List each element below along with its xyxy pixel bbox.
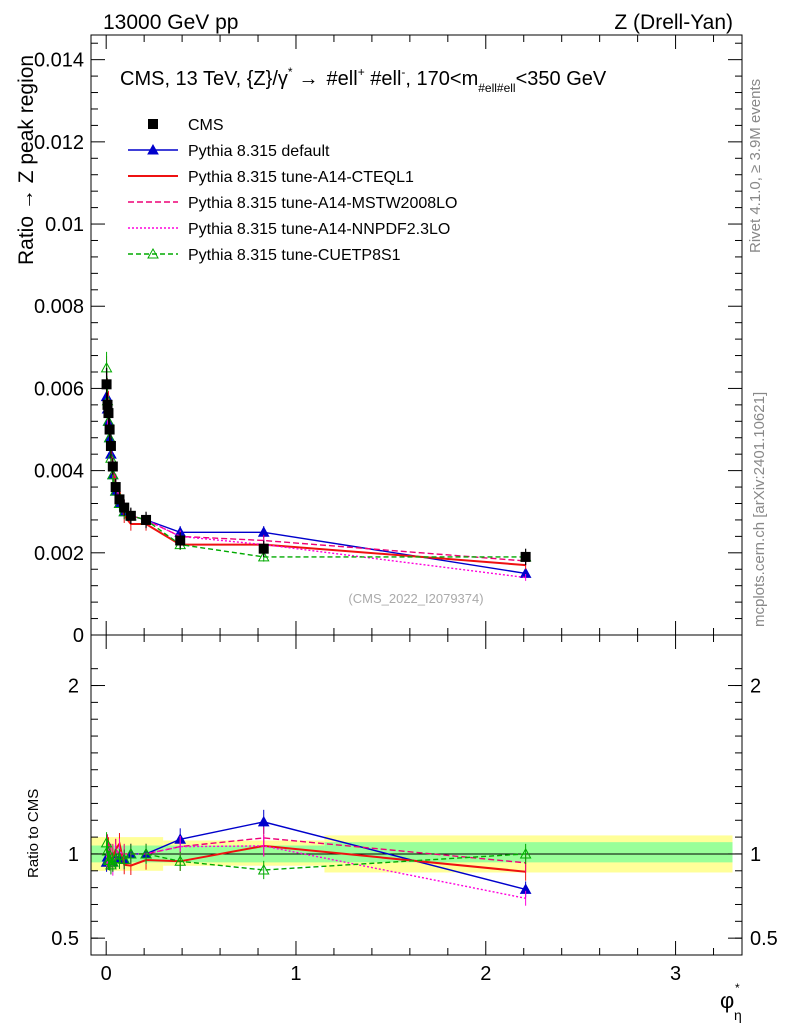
ratio-series-point	[101, 844, 114, 856]
y-tick-label-ratio-left: 0.5	[51, 928, 79, 950]
main-panel-background	[91, 35, 742, 635]
data-point	[104, 424, 115, 435]
data-point	[107, 461, 118, 472]
header-right: Z (Drell-Yan)	[614, 11, 733, 34]
legend-marker	[147, 143, 159, 155]
x-axis-label: φ * η	[720, 981, 742, 1023]
ratio-series	[100, 809, 532, 906]
x-tick-label: 0	[101, 963, 112, 985]
data-point	[125, 510, 136, 521]
rivet-label: Rivet 4.1.0, ≥ 3.9M events	[747, 79, 764, 253]
data-point	[103, 408, 114, 419]
main-panel: 0 0.002 0.004 0.006 0.008 0.01 0.012 0.014 CMS,…	[34, 34, 743, 647]
mcplots-label: mcplots.cern.ch [arXiv:2401.10621]	[751, 392, 768, 627]
y-tick-label-ratio-right: 0.5	[750, 928, 778, 950]
y-tick-label-main: 0.014	[34, 50, 84, 72]
legend-item-3: Pythia 8.315 tune-A14-MSTW2008LO	[128, 195, 457, 212]
legend-label: Pythia 8.315 default	[188, 143, 330, 160]
analysis-id: (CMS_2022_I2079374)	[348, 591, 483, 606]
ratio-panel-frame	[90, 634, 743, 956]
ratio-series-point	[140, 847, 152, 859]
x-tick-label: 3	[670, 963, 681, 985]
band-inner-1	[324, 842, 733, 863]
x-axis-label-base: φ	[720, 988, 734, 1013]
y-axis-label-ratio: Ratio to CMS	[25, 789, 42, 878]
x-tick-label: 1	[290, 963, 301, 985]
y-axis-label-main: Ratio → Z peak region	[15, 55, 38, 265]
y-tick-label-ratio-left: 1	[68, 844, 79, 866]
data-point	[101, 379, 112, 390]
y-tick-label-ratio-left: 2	[68, 676, 79, 698]
x-axis-label-sup: *	[735, 981, 740, 995]
legend-label: Pythia 8.315 tune-A14-MSTW2008LO	[188, 195, 457, 212]
ratio-series-point	[257, 815, 270, 827]
legend-label: CMS	[188, 117, 224, 134]
ratio-series-4	[100, 832, 532, 880]
legend-item-0: CMS	[148, 117, 224, 134]
data-point	[175, 535, 186, 546]
y-tick-label-main: 0.01	[45, 214, 84, 236]
legend-marker	[148, 119, 158, 129]
data-point	[105, 440, 116, 451]
data-point	[119, 502, 130, 513]
ratio-panel: 0 1 2 3 0.5 1 2 0.5 1 2	[51, 634, 778, 985]
data-point	[102, 399, 113, 410]
header-left: 13000 GeV pp	[103, 11, 238, 34]
ratio-series-point	[125, 847, 137, 859]
ratio-series-line	[105, 845, 526, 899]
series-point	[257, 550, 270, 562]
main-series	[100, 351, 532, 581]
x-axis-label-sub: η	[734, 1007, 742, 1023]
ratio-series-point	[118, 853, 131, 864]
chart-title: CMS, 13 TeV, {Z}/γ* → #ell+ #ell-, 170<m#e…	[120, 65, 607, 95]
data-point	[141, 514, 152, 525]
legend-marker	[147, 247, 159, 259]
ratio-series-point	[519, 847, 532, 859]
y-tick-label-main: 0.012	[34, 132, 84, 154]
y-tick-label-ratio-right: 2	[750, 676, 761, 698]
legend-item-5: Pythia 8.315 tune-CUETP8S1	[128, 247, 401, 264]
y-tick-label-ratio-right: 1	[750, 844, 761, 866]
data-point	[114, 494, 125, 505]
ratio-series-point	[257, 863, 270, 875]
legend-item-2: Pythia 8.315 tune-A14-CTEQL1	[128, 169, 414, 186]
cms-data	[101, 367, 531, 566]
legend-label: Pythia 8.315 tune-A14-NNPDF2.3LO	[188, 221, 450, 238]
series-point	[106, 468, 119, 480]
legend: CMS Pythia 8.315 default Pythia 8.315 tune…	[128, 117, 457, 264]
y-tick-label-main: 0.006	[34, 378, 84, 400]
legend-label: Pythia 8.315 tune-A14-CTEQL1	[188, 169, 414, 186]
main-ticks: 0 0.002 0.004 0.006 0.008 0.01 0.012 0.014	[34, 35, 742, 647]
data-point	[520, 551, 531, 562]
y-tick-label-main: 0	[73, 625, 84, 647]
ratio-uncertainty-band	[91, 835, 742, 873]
y-tick-label-main: 0.008	[34, 296, 84, 318]
x-tick-label: 2	[480, 963, 491, 985]
y-tick-label-main: 0.002	[34, 543, 84, 565]
ratio-series-point	[174, 855, 187, 866]
y-tick-label-main: 0.004	[34, 461, 84, 483]
ratio-panel-background	[91, 635, 742, 955]
legend-item-1: Pythia 8.315 default	[128, 143, 330, 160]
data-point	[258, 543, 269, 554]
legend-item-4: Pythia 8.315 tune-A14-NNPDF2.3LO	[128, 221, 450, 238]
ratio-ticks: 0 1 2 3 0.5 1 2 0.5 1 2	[51, 635, 778, 985]
legend-label: Pythia 8.315 tune-CUETP8S1	[188, 247, 401, 264]
data-point	[110, 482, 121, 493]
